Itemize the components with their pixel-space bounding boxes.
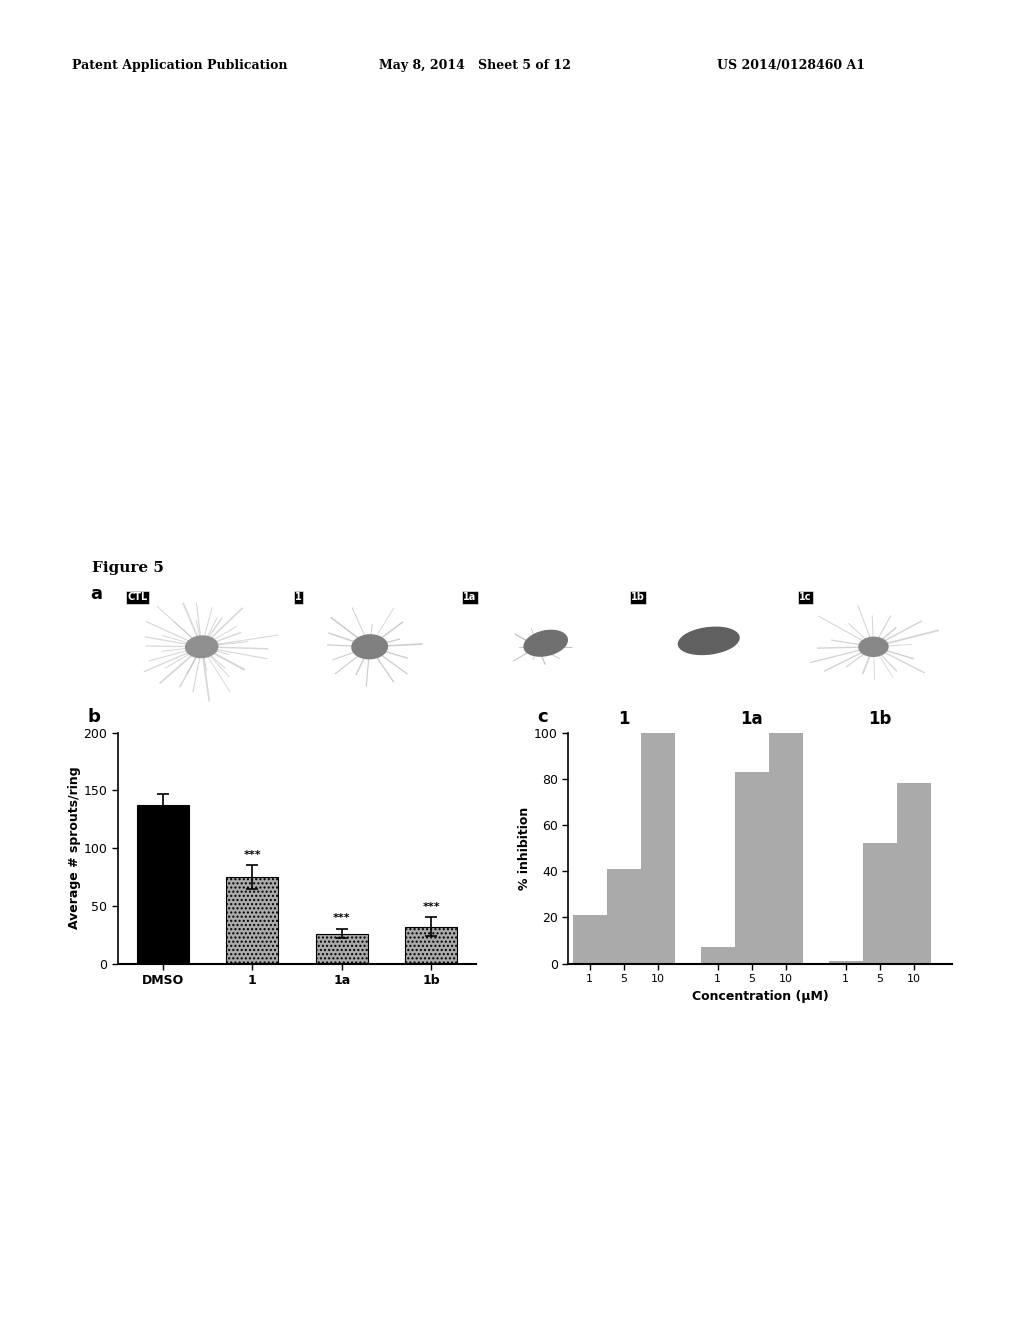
- X-axis label: Concentration (μM): Concentration (μM): [692, 990, 828, 1003]
- Bar: [572, 915, 606, 964]
- Bar: [735, 772, 769, 964]
- Y-axis label: Average # sprouts/ring: Average # sprouts/ring: [68, 767, 81, 929]
- Bar: [315, 933, 368, 964]
- Bar: [862, 843, 897, 964]
- Text: 1a: 1a: [740, 710, 763, 729]
- Text: ***: ***: [423, 902, 440, 912]
- Bar: [828, 961, 862, 964]
- Text: 1b: 1b: [631, 593, 645, 602]
- Ellipse shape: [524, 631, 567, 656]
- Y-axis label: % inhibition: % inhibition: [518, 807, 531, 890]
- Text: b: b: [87, 708, 100, 726]
- Bar: [406, 927, 458, 964]
- Text: 1: 1: [618, 710, 630, 729]
- Bar: [226, 876, 279, 964]
- Text: 1c: 1c: [799, 593, 812, 602]
- Text: 1: 1: [295, 593, 302, 602]
- Text: c: c: [538, 708, 548, 726]
- Bar: [700, 948, 735, 964]
- Text: 1b: 1b: [868, 710, 892, 729]
- Text: May 8, 2014   Sheet 5 of 12: May 8, 2014 Sheet 5 of 12: [379, 59, 570, 73]
- Bar: [136, 805, 188, 964]
- Ellipse shape: [859, 638, 888, 656]
- Bar: [897, 783, 931, 964]
- Bar: [607, 869, 641, 964]
- Text: ***: ***: [333, 913, 350, 923]
- Bar: [769, 733, 803, 964]
- Text: ***: ***: [244, 850, 261, 859]
- Bar: [641, 733, 675, 964]
- Ellipse shape: [185, 636, 218, 657]
- Ellipse shape: [679, 627, 739, 655]
- Text: a: a: [90, 585, 102, 603]
- Ellipse shape: [352, 635, 387, 659]
- Text: Figure 5: Figure 5: [92, 561, 164, 576]
- Text: US 2014/0128460 A1: US 2014/0128460 A1: [717, 59, 865, 73]
- Text: 1a: 1a: [463, 593, 476, 602]
- Text: CTL: CTL: [127, 593, 147, 602]
- Text: Patent Application Publication: Patent Application Publication: [72, 59, 287, 73]
